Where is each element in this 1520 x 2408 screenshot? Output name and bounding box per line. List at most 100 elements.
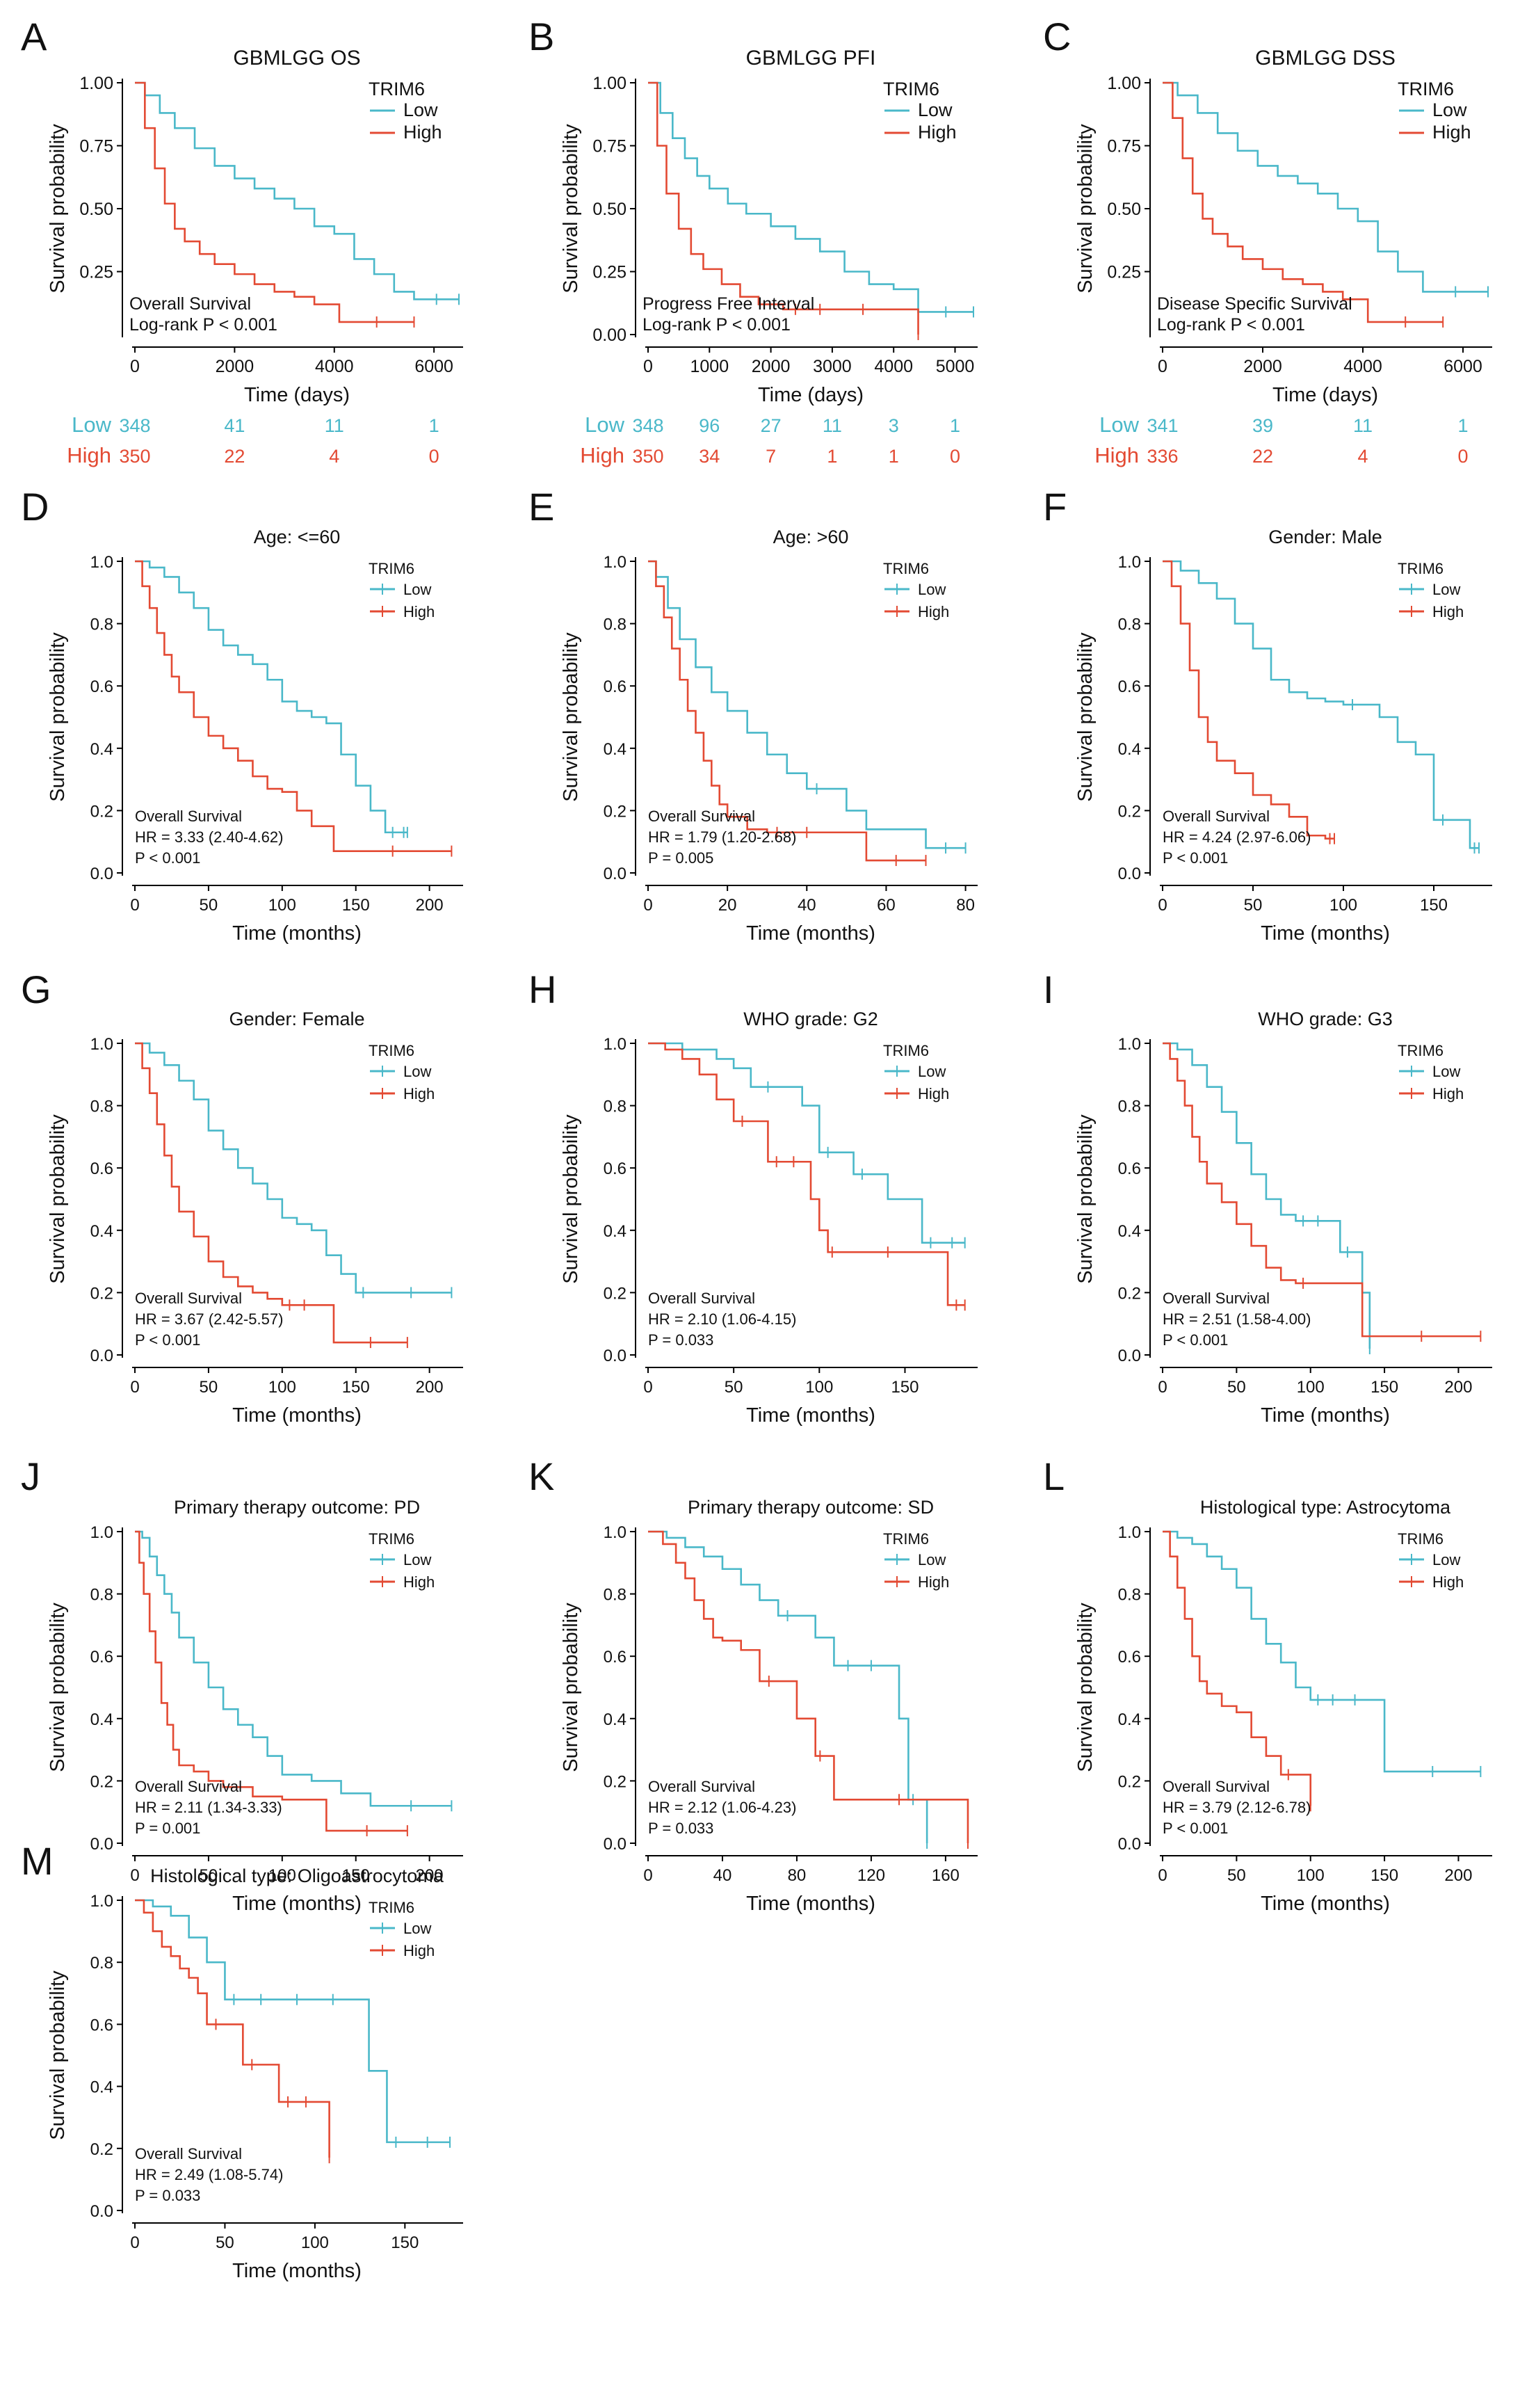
x-tick-label: 150 bbox=[391, 2233, 419, 2252]
panel-a: A GBMLGG OS 0.25 0.50 0.75 1.00 0 2000 4000 6000 T… bbox=[21, 15, 463, 467]
x-tick-label: 50 bbox=[725, 1378, 743, 1397]
annotation: Overall Survival bbox=[648, 1778, 755, 1795]
x-tick-label: 6000 bbox=[414, 357, 453, 376]
y-tick-label: 0.6 bbox=[90, 1648, 113, 1667]
risk-table-value: 7 bbox=[766, 446, 776, 467]
series-line-high bbox=[1163, 1042, 1481, 1338]
x-tick-label: 150 bbox=[1420, 896, 1448, 915]
x-tick-label: 0 bbox=[1158, 1866, 1167, 1885]
legend-label-low: Low bbox=[1432, 1551, 1460, 1568]
series-line-high bbox=[135, 1042, 407, 1344]
x-tick-label: 4000 bbox=[315, 357, 354, 376]
annotation: P < 0.001 bbox=[1163, 1331, 1228, 1349]
y-tick-label: 0.6 bbox=[1118, 677, 1141, 696]
annotation: HR = 2.10 (1.06-4.15) bbox=[648, 1310, 796, 1328]
risk-table-value: 348 bbox=[119, 415, 150, 436]
y-axis-label: Survival probability bbox=[1074, 1114, 1097, 1284]
y-tick-label: 0.00 bbox=[592, 326, 626, 345]
legend-title: TRIM6 bbox=[1398, 1530, 1444, 1548]
y-tick-label: 1.00 bbox=[592, 74, 626, 93]
x-axis-label: Time (months) bbox=[232, 1404, 362, 1427]
x-tick-label: 0 bbox=[1158, 357, 1167, 376]
y-tick-label: 0.25 bbox=[592, 263, 626, 282]
risk-table-value: 11 bbox=[325, 415, 344, 436]
annotation: Overall Survival bbox=[135, 1290, 242, 1307]
chart-title: GBMLGG OS bbox=[233, 47, 360, 70]
series-line-high bbox=[1163, 560, 1334, 840]
x-tick-label: 200 bbox=[416, 896, 444, 915]
annotation: Overall Survival bbox=[1163, 808, 1270, 825]
chart-title: Histological type: Astrocytoma bbox=[1200, 1497, 1451, 1518]
risk-table-value: 341 bbox=[1147, 415, 1178, 436]
panel-l: L Histological type: Astrocytoma 0.0 0.2 0.4… bbox=[1043, 1454, 1492, 1915]
x-tick-label: 200 bbox=[416, 1866, 444, 1885]
legend-label-high: High bbox=[403, 1942, 435, 1959]
y-tick-label: 0.8 bbox=[1118, 616, 1141, 634]
y-tick-label: 0.75 bbox=[592, 137, 626, 156]
y-tick-label: 0.4 bbox=[604, 1710, 626, 1729]
legend-label-low: Low bbox=[403, 581, 431, 598]
y-tick-label: 0.6 bbox=[604, 677, 626, 696]
risk-table-value: 1 bbox=[827, 446, 837, 467]
legend-label-low: Low bbox=[403, 99, 438, 120]
annotation: Overall Survival bbox=[1163, 1290, 1270, 1307]
y-tick-label: 0.8 bbox=[90, 616, 113, 634]
y-tick-label: 0.6 bbox=[1118, 1648, 1141, 1667]
annotation: P = 0.033 bbox=[648, 1820, 713, 1837]
legend-title: TRIM6 bbox=[883, 560, 929, 577]
y-tick-label: 0.0 bbox=[1118, 865, 1141, 883]
risk-table-value: 350 bbox=[632, 446, 663, 467]
annotation: Overall Survival bbox=[129, 294, 251, 314]
legend-label-low: Low bbox=[918, 1551, 946, 1568]
panel-j: J Primary therapy outcome: PD 0.0 0.2 0.4 0.6… bbox=[21, 1454, 463, 1915]
y-axis-label: Survival probability bbox=[1074, 124, 1097, 294]
annotation: HR = 1.79 (1.20-2.68) bbox=[648, 828, 796, 846]
x-tick-label: 2000 bbox=[752, 357, 791, 376]
panel-d: D Age: <=60 0.0 0.2 0.4 0.6 0.8 1.0 0 50 100 150 200… bbox=[21, 485, 463, 945]
risk-table-value: 22 bbox=[224, 446, 245, 467]
annotation: HR = 2.49 (1.08-5.74) bbox=[135, 2166, 283, 2183]
y-tick-label: 0.6 bbox=[604, 1648, 626, 1667]
y-tick-label: 0.2 bbox=[1118, 1284, 1141, 1303]
x-tick-label: 100 bbox=[268, 1866, 296, 1885]
x-axis-label: Time (months) bbox=[1261, 922, 1390, 945]
legend-title: TRIM6 bbox=[369, 1042, 414, 1059]
series-line-high bbox=[648, 81, 919, 335]
x-axis-label: Time (months) bbox=[746, 1893, 875, 1915]
risk-table-value: 11 bbox=[823, 415, 842, 436]
panel-letter: C bbox=[1043, 15, 1071, 58]
legend-title: TRIM6 bbox=[883, 79, 939, 99]
panel-e: E Age: >60 0.0 0.2 0.4 0.6 0.8 1.0 0 20 40 60 80 Time… bbox=[528, 485, 978, 945]
x-tick-label: 0 bbox=[643, 357, 653, 376]
x-tick-label: 100 bbox=[805, 1378, 833, 1397]
panel-g: G Gender: Female 0.0 0.2 0.4 0.6 0.8 1.0 0 50 100 1… bbox=[21, 968, 463, 1427]
y-tick-label: 0.6 bbox=[604, 1159, 626, 1178]
series-line-low bbox=[648, 81, 973, 313]
series-line-low bbox=[135, 1530, 452, 1807]
x-axis-label: Time (months) bbox=[232, 922, 362, 945]
panel-letter: J bbox=[21, 1454, 40, 1498]
chart-title: Gender: Male bbox=[1268, 527, 1382, 547]
legend-title: TRIM6 bbox=[369, 560, 414, 577]
y-tick-label: 0.4 bbox=[1118, 740, 1141, 759]
x-tick-label: 160 bbox=[932, 1866, 960, 1885]
x-tick-label: 0 bbox=[130, 1378, 139, 1397]
annotation: P < 0.001 bbox=[135, 1331, 200, 1349]
x-tick-label: 0 bbox=[1158, 896, 1167, 915]
x-tick-label: 40 bbox=[798, 896, 816, 915]
series-line-high bbox=[1163, 81, 1444, 323]
y-tick-label: 0.0 bbox=[604, 1347, 626, 1365]
legend-label-high: High bbox=[403, 1573, 435, 1591]
x-axis-label: Time (months) bbox=[1261, 1893, 1390, 1915]
y-tick-label: 0.2 bbox=[90, 2140, 113, 2159]
legend-label-high: High bbox=[1432, 122, 1471, 143]
panel-letter: G bbox=[21, 968, 51, 1011]
panel-m: M Histological type: Oligoastrocytoma 0.0 0… bbox=[21, 1839, 463, 2282]
series-line-high bbox=[135, 560, 452, 852]
risk-table-value: 1 bbox=[889, 446, 899, 467]
legend-label-high: High bbox=[918, 603, 949, 620]
x-tick-label: 100 bbox=[268, 1378, 296, 1397]
x-tick-label: 150 bbox=[891, 1378, 919, 1397]
y-axis-label: Survival probability bbox=[47, 124, 69, 294]
annotation: Disease Specific Survival bbox=[1157, 294, 1352, 314]
